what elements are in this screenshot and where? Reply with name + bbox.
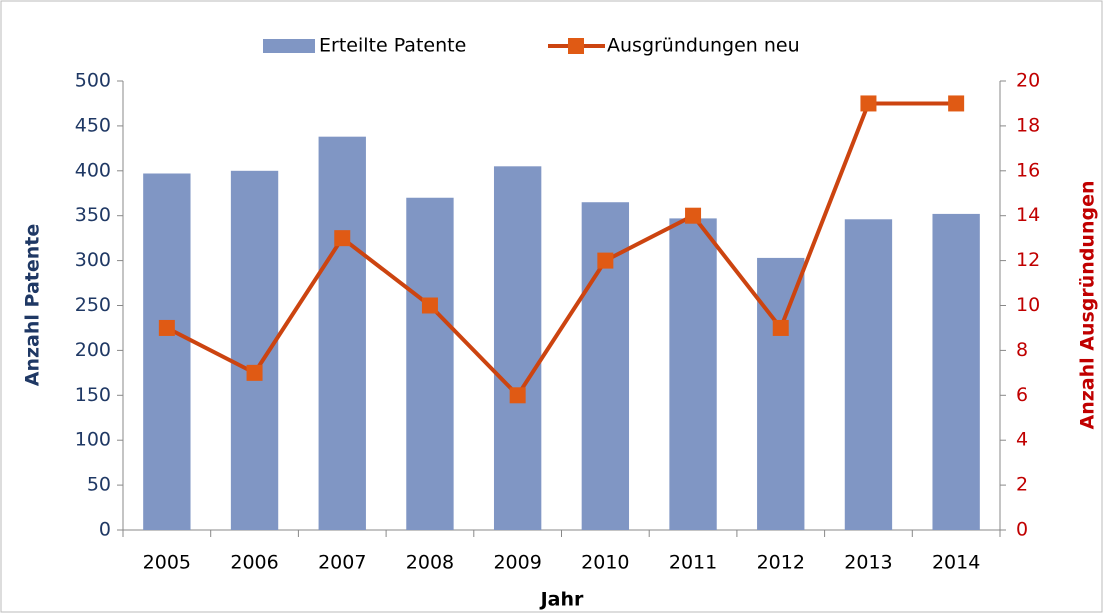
x-axis-label: Jahr (539, 589, 584, 611)
y-tick-label: 400 (75, 159, 111, 181)
y2-axis-label: Anzahl Ausgründungen (1077, 181, 1099, 430)
line-marker (948, 95, 965, 112)
x-tick-label: 2011 (669, 552, 717, 574)
line-marker (334, 230, 351, 247)
legend-label: Erteilte Patente (319, 35, 466, 57)
line-marker (597, 252, 614, 269)
bar (493, 166, 542, 530)
x-tick-label: 2007 (318, 552, 366, 574)
y-tick-label: 450 (75, 114, 111, 136)
line-marker (158, 319, 175, 336)
y2-tick-label: 18 (1016, 114, 1040, 136)
x-tick-label: 2009 (493, 552, 541, 574)
y2-tick-label: 6 (1016, 384, 1028, 406)
bar (318, 136, 366, 530)
y-tick-label: 250 (75, 294, 111, 316)
y2-tick-label: 12 (1016, 249, 1040, 271)
bar (143, 173, 191, 530)
y2-tick-label: 2 (1016, 474, 1028, 496)
line-marker (772, 319, 789, 336)
bar (932, 213, 980, 531)
line (165, 101, 957, 398)
y2-tick-label: 0 (1016, 519, 1028, 541)
y-tick-label: 150 (75, 384, 111, 406)
y-tick-label: 300 (75, 249, 111, 271)
y2-tick-label: 8 (1016, 339, 1028, 361)
x-tick-label: 2006 (230, 552, 278, 574)
y-tick-label: 350 (75, 204, 111, 226)
x-tick-label: 2014 (932, 552, 980, 574)
x-tick-label: 2008 (406, 552, 454, 574)
y2-tick-label: 20 (1016, 70, 1040, 92)
line-marker (685, 207, 702, 224)
x-tick-label: 2010 (581, 552, 629, 574)
x-tick-label: 2012 (757, 552, 805, 574)
line-marker (246, 364, 263, 381)
legend-label: Ausgründungen neu (607, 35, 800, 57)
line-marker (509, 387, 526, 404)
y2-tick-label: 14 (1016, 204, 1040, 226)
y-tick-label: 0 (99, 519, 111, 541)
legend-marker (568, 38, 584, 54)
y-tick-label: 50 (87, 474, 111, 496)
y-tick-label: 100 (75, 429, 111, 451)
y-tick-label: 500 (75, 70, 111, 92)
legend-swatch (263, 39, 315, 53)
line-marker (421, 297, 438, 314)
bar (406, 197, 454, 531)
bar (757, 257, 805, 530)
bar (844, 219, 893, 531)
y-axis-label: Anzahl Patente (22, 224, 44, 386)
line-marker (860, 95, 877, 112)
bar (669, 218, 717, 531)
y2-tick-label: 4 (1016, 429, 1028, 451)
x-tick-label: 2013 (844, 552, 892, 574)
y-tick-label: 200 (75, 339, 111, 361)
y2-tick-label: 16 (1016, 159, 1040, 181)
y2-tick-label: 10 (1016, 294, 1040, 316)
x-tick-label: 2005 (143, 552, 191, 574)
